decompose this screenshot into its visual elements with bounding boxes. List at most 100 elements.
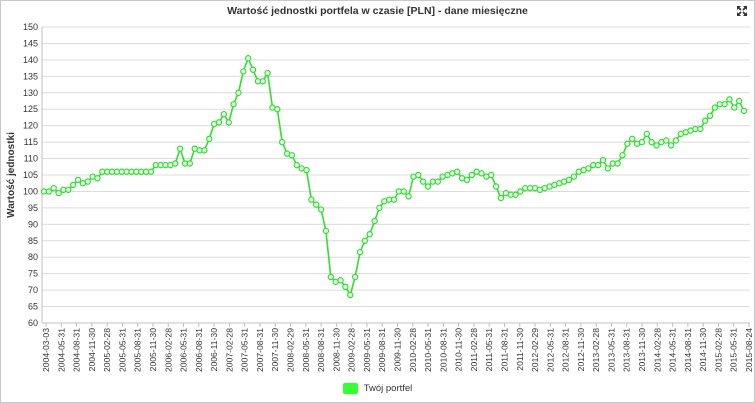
data-point	[215, 119, 223, 126]
x-tick-label: 2014-02-28	[652, 328, 662, 372]
data-point	[337, 277, 344, 284]
data-point	[415, 171, 422, 179]
x-tick-label: 2009-02-28	[347, 328, 357, 372]
y-tick-label: 85	[28, 236, 38, 246]
x-tick-label: 2010-02-28	[408, 328, 418, 372]
data-point	[84, 178, 91, 185]
data-point	[624, 140, 631, 147]
data-point	[308, 196, 315, 203]
data-point	[614, 160, 621, 167]
y-tick-label: 70	[28, 285, 38, 295]
data-point	[517, 188, 524, 195]
data-point	[643, 130, 650, 138]
y-tick-label: 145	[23, 38, 38, 48]
data-point	[735, 97, 743, 105]
data-point	[619, 152, 626, 159]
legend-swatch	[342, 383, 358, 394]
data-point	[225, 119, 232, 126]
y-tick-label: 125	[23, 104, 38, 114]
x-tick-label: 2008-11-30	[331, 328, 341, 372]
x-tick-label: 2008-08-31	[316, 328, 326, 372]
data-point	[65, 186, 72, 193]
data-point	[376, 204, 383, 212]
x-tick-label: 2013-08-31	[622, 328, 632, 372]
x-tick-label: 2015-05-31	[729, 328, 739, 372]
fullscreen-icon[interactable]	[736, 5, 748, 17]
legend[interactable]: Twój portfel	[1, 383, 754, 394]
data-point	[322, 227, 330, 235]
data-point	[419, 178, 427, 185]
x-tick-label: 2011-08-31	[499, 328, 509, 372]
data-point	[653, 142, 660, 149]
data-point	[361, 237, 369, 244]
data-point	[278, 138, 286, 146]
data-point	[249, 66, 257, 73]
data-point	[45, 188, 53, 195]
data-point	[230, 101, 237, 108]
x-tick-label: 2011-11-30	[515, 328, 525, 371]
data-point	[628, 135, 636, 143]
data-point	[342, 283, 349, 291]
x-tick-label: 2010-05-31	[423, 328, 433, 372]
data-point	[50, 184, 57, 192]
data-point	[672, 137, 680, 144]
data-point	[565, 176, 573, 184]
data-point	[740, 107, 748, 115]
data-point	[405, 193, 412, 200]
y-tick-label: 115	[24, 137, 38, 147]
x-tick-label: 2008-02-29	[286, 328, 296, 372]
x-tick-label: 2011-05-31	[484, 328, 494, 372]
x-tick-label: 2006-05-31	[179, 328, 189, 372]
y-tick-label: 80	[28, 252, 38, 262]
data-point	[347, 291, 354, 299]
x-tick-label: 2006-11-30	[209, 328, 219, 372]
data-point	[288, 152, 296, 159]
data-point	[206, 135, 213, 143]
y-tick-label: 100	[23, 186, 38, 196]
data-point	[356, 249, 364, 256]
data-point	[366, 230, 373, 238]
data-point	[244, 55, 252, 62]
y-tick-label: 105	[23, 170, 38, 180]
data-point	[69, 181, 77, 189]
y-axis-title: Wartość jednostki	[6, 132, 17, 218]
y-tick-label: 75	[28, 269, 38, 279]
data-point	[570, 173, 578, 180]
x-tick-label: 2013-05-31	[606, 328, 616, 372]
x-tick-label: 2004-05-31	[56, 328, 66, 372]
x-tick-label: 2007-02-28	[224, 328, 234, 372]
data-point	[293, 161, 300, 169]
data-point	[303, 166, 310, 174]
x-tick-label: 2013-11-30	[637, 328, 647, 372]
x-tick-label: 2009-05-31	[362, 328, 372, 372]
data-point	[351, 273, 359, 281]
data-point	[55, 189, 62, 197]
x-tick-label: 2012-05-31	[545, 328, 555, 372]
y-tick-label: 60	[28, 318, 38, 328]
x-tick-label: 2007-08-31	[255, 328, 265, 372]
x-tick-label: 2015-02-28	[713, 328, 723, 372]
y-tick-label: 110	[24, 154, 38, 164]
x-tick-label: 2009-11-30	[393, 328, 403, 372]
x-tick-label: 2010-11-30	[454, 328, 464, 372]
data-point	[74, 176, 82, 184]
data-point	[731, 104, 738, 111]
data-point	[697, 125, 704, 133]
legend-label: Twój portfel	[363, 383, 413, 394]
data-point	[648, 138, 655, 146]
x-tick-label: 2014-11-30	[698, 328, 708, 372]
x-tick-label: 2010-08-31	[438, 328, 448, 372]
data-point	[235, 89, 242, 96]
x-tick-label: 2005-08-31	[133, 328, 143, 372]
x-tick-label: 2011-02-28	[469, 328, 479, 372]
y-tick-label: 130	[23, 88, 38, 98]
series-line	[44, 57, 745, 296]
x-tick-label: 2014-05-31	[668, 328, 678, 372]
data-point	[94, 175, 101, 182]
data-point	[478, 170, 485, 177]
x-tick-label: 2008-05-31	[301, 328, 311, 372]
x-tick-label: 2005-11-30	[148, 328, 158, 372]
data-point	[663, 137, 670, 144]
chart-title: Wartość jednostki portfela w czasie [PLN…	[227, 5, 528, 17]
